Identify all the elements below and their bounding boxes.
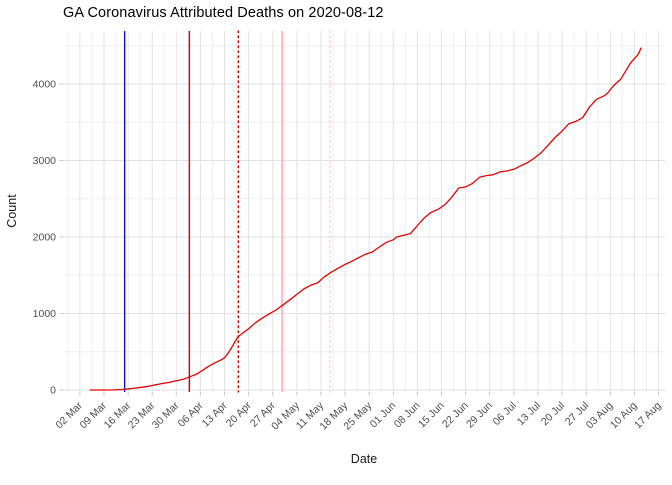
x-tick-label: 06 Apr: [176, 399, 206, 429]
x-tick-label: 22 Jun: [440, 400, 471, 431]
x-tick-label: 25 May: [341, 399, 374, 432]
x-tick-label: 13 Jul: [515, 400, 543, 428]
x-tick-label: 13 Apr: [200, 399, 230, 429]
y-tick-label: 1000: [33, 308, 57, 320]
x-tick-label: 01 Jun: [368, 400, 399, 431]
x-tick-label: 15 Jun: [416, 400, 447, 431]
y-tick-label: 4000: [33, 78, 57, 90]
y-tick-label: 2000: [33, 231, 57, 243]
chart-title: GA Coronavirus Attributed Deaths on 2020…: [63, 5, 384, 21]
x-tick-label: 20 Apr: [224, 399, 254, 429]
x-axis-title: Date: [350, 452, 378, 466]
x-tick-label: 20 Jul: [539, 400, 567, 428]
x-tick-label: 06 Jul: [491, 400, 519, 428]
x-tick-label: 08 Jun: [392, 400, 423, 431]
x-tick-label: 29 Jun: [464, 400, 495, 431]
x-tick-label: 17 Aug: [632, 400, 664, 432]
y-axis-title: Count: [5, 194, 19, 228]
x-tick-label: 30 Mar: [150, 399, 182, 431]
y-tick-label: 3000: [33, 155, 57, 167]
cumulative-deaths-curve: [89, 47, 642, 391]
y-tick-label: 0: [50, 385, 56, 397]
